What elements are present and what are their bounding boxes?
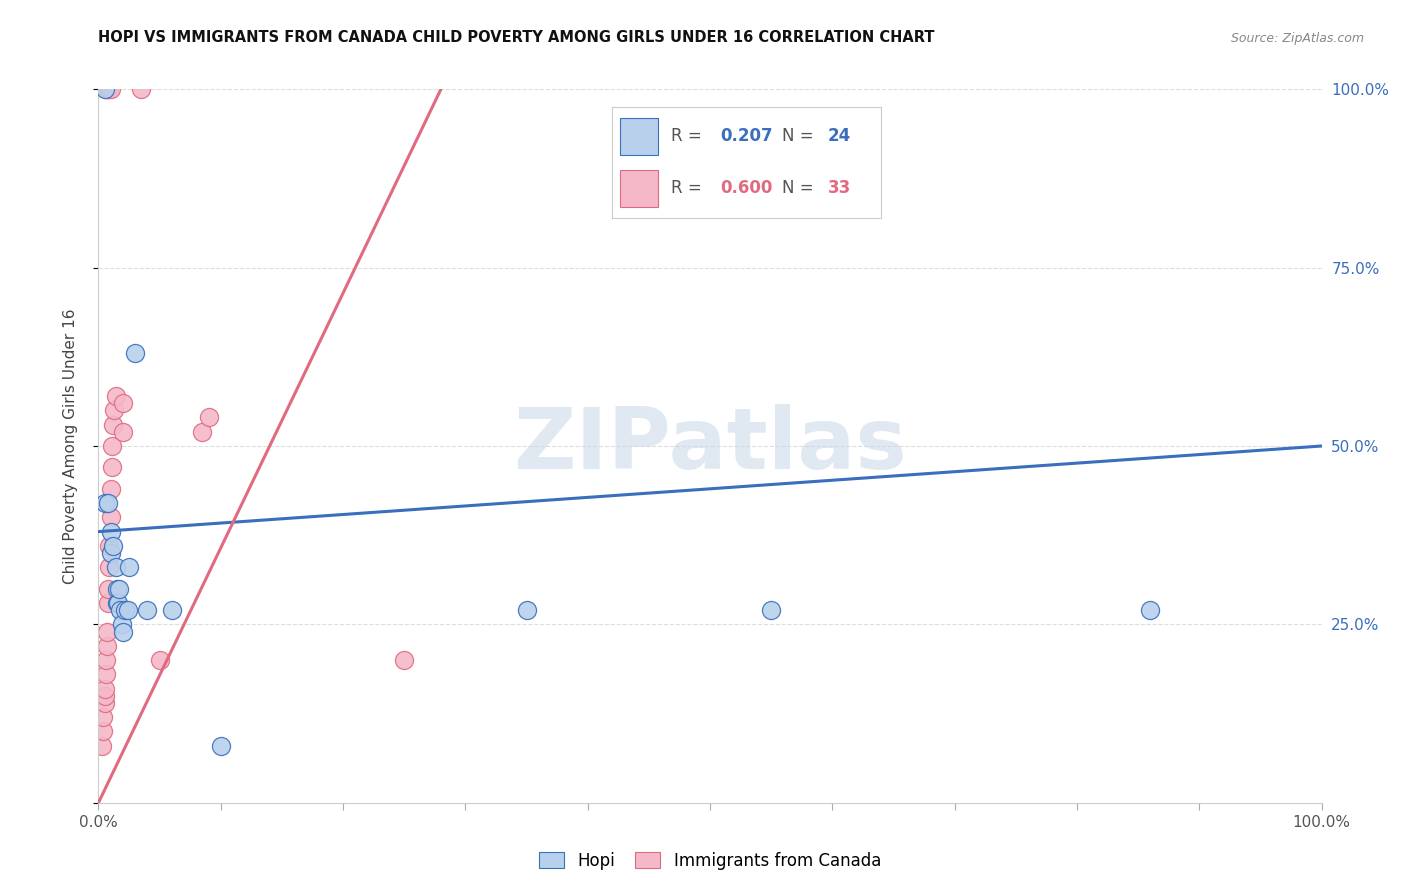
Point	[96, 639, 118, 653]
Point	[97, 596, 120, 610]
Point	[108, 582, 131, 596]
Point	[117, 603, 139, 617]
Point	[100, 510, 122, 524]
Text: Source: ZipAtlas.com: Source: ZipAtlas.com	[1230, 31, 1364, 45]
Point	[100, 524, 122, 539]
Point	[209, 739, 232, 753]
Point	[111, 624, 134, 639]
Point	[111, 396, 134, 410]
Point	[98, 539, 121, 553]
Point	[149, 653, 172, 667]
Point	[107, 596, 129, 610]
Point	[93, 496, 115, 510]
Point	[129, 82, 152, 96]
Point	[93, 696, 115, 710]
Point	[91, 739, 114, 753]
Text: ZIPatlas: ZIPatlas	[513, 404, 907, 488]
Point	[392, 653, 416, 667]
Point	[96, 624, 118, 639]
Point	[105, 582, 128, 596]
Point	[98, 82, 121, 96]
Point	[101, 460, 124, 475]
Point	[114, 603, 136, 617]
Text: HOPI VS IMMIGRANTS FROM CANADA CHILD POVERTY AMONG GIRLS UNDER 16 CORRELATION CH: HOPI VS IMMIGRANTS FROM CANADA CHILD POV…	[98, 29, 935, 45]
Point	[97, 582, 120, 596]
Point	[98, 560, 121, 574]
Point	[101, 439, 124, 453]
Point	[118, 560, 141, 574]
Point	[97, 82, 120, 96]
Point	[94, 653, 117, 667]
Point	[101, 417, 124, 432]
Point	[136, 603, 159, 617]
Point	[94, 667, 117, 681]
Point	[100, 82, 122, 96]
Point	[191, 425, 214, 439]
Point	[93, 689, 115, 703]
Point	[105, 596, 128, 610]
Point	[96, 82, 118, 96]
Point	[103, 403, 125, 417]
Point	[101, 539, 124, 553]
Point	[94, 82, 117, 96]
Point	[100, 546, 122, 560]
Point	[104, 560, 127, 574]
Point	[1139, 603, 1161, 617]
Point	[111, 617, 134, 632]
Point	[160, 603, 183, 617]
Point	[197, 410, 219, 425]
Point	[93, 681, 115, 696]
Point	[124, 346, 146, 360]
Legend: Hopi, Immigrants from Canada: Hopi, Immigrants from Canada	[533, 846, 887, 877]
Point	[91, 710, 114, 724]
Point	[91, 724, 114, 739]
Point	[515, 603, 537, 617]
Point	[761, 603, 783, 617]
Point	[110, 603, 132, 617]
Point	[111, 425, 134, 439]
Point	[93, 82, 115, 96]
Point	[97, 496, 120, 510]
Y-axis label: Child Poverty Among Girls Under 16: Child Poverty Among Girls Under 16	[63, 309, 77, 583]
Point	[100, 482, 122, 496]
Point	[104, 389, 127, 403]
